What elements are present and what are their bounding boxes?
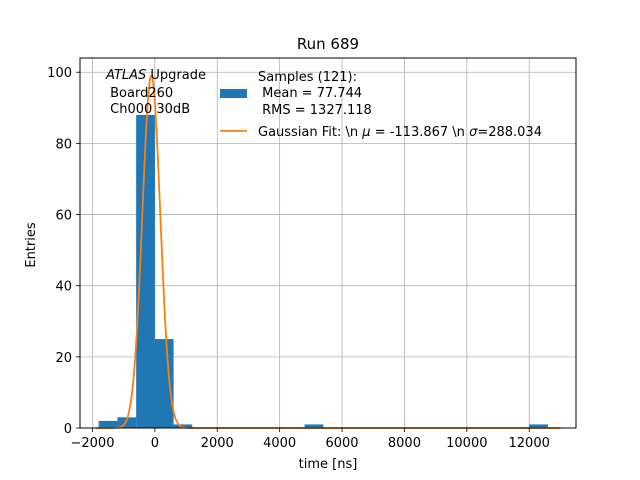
legend-fit-sigma-symbol: σ — [469, 125, 478, 140]
annotation-atlas: ATLAS — [105, 68, 146, 83]
y-tick-label: 20 — [55, 351, 72, 366]
y-tick-label: 40 — [55, 280, 72, 295]
annotation-line-3: Ch000 30dB — [106, 102, 190, 117]
chart-title: Run 689 — [297, 35, 359, 53]
legend-fit-sigma-value: =288.034 — [477, 125, 542, 140]
legend-fit-mu-value: = -113.867 \n — [371, 125, 470, 140]
legend: Samples (121): Mean = 77.744 RMS = 1327.… — [220, 70, 542, 140]
annotation-line-2: Board260 — [106, 86, 173, 101]
legend-fit-label: Gaussian Fit: \n μ = -113.867 \n σ=288.0… — [258, 125, 542, 140]
x-tick-label: 2000 — [201, 436, 234, 451]
legend-histogram-line-3: RMS = 1327.118 — [258, 103, 372, 118]
y-tick-label: 0 — [64, 422, 72, 437]
x-tick-label: −2000 — [70, 436, 114, 451]
x-tick-label: 0 — [151, 436, 159, 451]
annotation-line-1: ATLAS Upgrade — [105, 68, 206, 83]
y-tick-label: 100 — [47, 66, 72, 81]
y-tick-label: 80 — [55, 137, 72, 152]
x-tick-label: 4000 — [263, 436, 296, 451]
x-axis-label: time [ns] — [299, 457, 358, 472]
legend-fit-prefix: Gaussian Fit: \n — [258, 125, 362, 140]
histogram-bar — [304, 424, 324, 428]
histogram-bar — [173, 424, 193, 428]
atlas-annotation: ATLAS Upgrade Board260 Ch000 30dB — [105, 68, 206, 117]
x-tick-label: 6000 — [325, 436, 358, 451]
y-tick-label: 60 — [55, 209, 72, 224]
legend-histogram-swatch — [220, 89, 247, 98]
histogram-bars — [98, 114, 548, 428]
y-axis-label: Entries — [24, 222, 39, 268]
histogram-bar — [98, 420, 118, 428]
legend-histogram-line-2: Mean = 77.744 — [258, 86, 362, 101]
x-tick-label: 8000 — [388, 436, 421, 451]
legend-histogram-line-1: Samples (121): — [258, 70, 357, 85]
histogram-bar — [154, 339, 174, 428]
x-tick-label: 10000 — [446, 436, 487, 451]
legend-fit-mu-symbol: μ — [361, 125, 370, 140]
plot-area-frame — [79, 57, 577, 429]
y-axis-ticks: 0 20 40 60 80 100 — [47, 66, 80, 437]
histogram-bar — [136, 114, 155, 428]
histogram-bar — [117, 417, 137, 428]
x-tick-label: 12000 — [509, 436, 550, 451]
histogram-bar — [529, 424, 548, 428]
x-axis-ticks: −2000 0 2000 4000 6000 8000 10000 12000 — [70, 428, 550, 451]
annotation-upgrade: Upgrade — [146, 68, 206, 83]
